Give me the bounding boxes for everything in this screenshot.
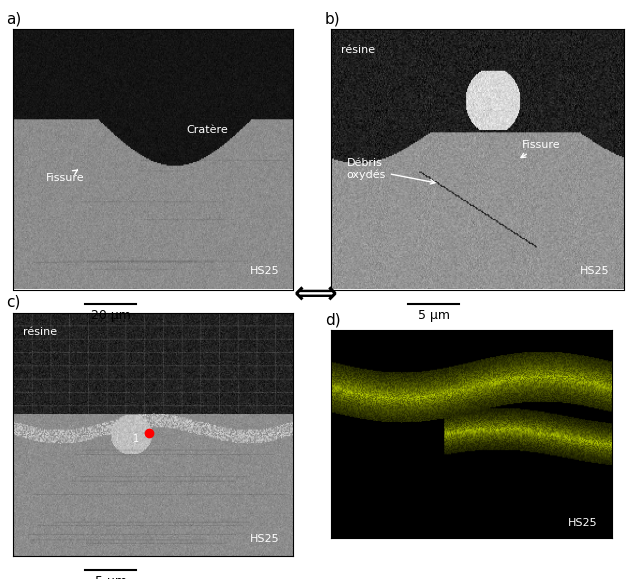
Text: HS25: HS25 — [249, 266, 279, 277]
Text: résine: résine — [22, 327, 57, 338]
Text: 5 µm: 5 µm — [95, 575, 127, 579]
Text: Fissure: Fissure — [521, 140, 561, 157]
Text: HS25: HS25 — [568, 518, 598, 528]
Text: HS25: HS25 — [580, 266, 610, 277]
Text: Cratère: Cratère — [186, 125, 228, 135]
Text: résine: résine — [341, 45, 376, 55]
Text: a): a) — [6, 11, 22, 26]
Text: 1: 1 — [132, 434, 139, 444]
Text: Fissure: Fissure — [46, 170, 85, 183]
Text: c): c) — [6, 295, 21, 310]
Text: Débris
oxydés: Débris oxydés — [347, 158, 435, 184]
Text: b): b) — [325, 11, 341, 26]
Text: 20 µm: 20 µm — [91, 309, 131, 321]
Text: HS25: HS25 — [249, 534, 279, 544]
Text: ⟺: ⟺ — [294, 281, 337, 310]
Text: 5 µm: 5 µm — [418, 309, 450, 321]
Text: d): d) — [325, 312, 341, 327]
